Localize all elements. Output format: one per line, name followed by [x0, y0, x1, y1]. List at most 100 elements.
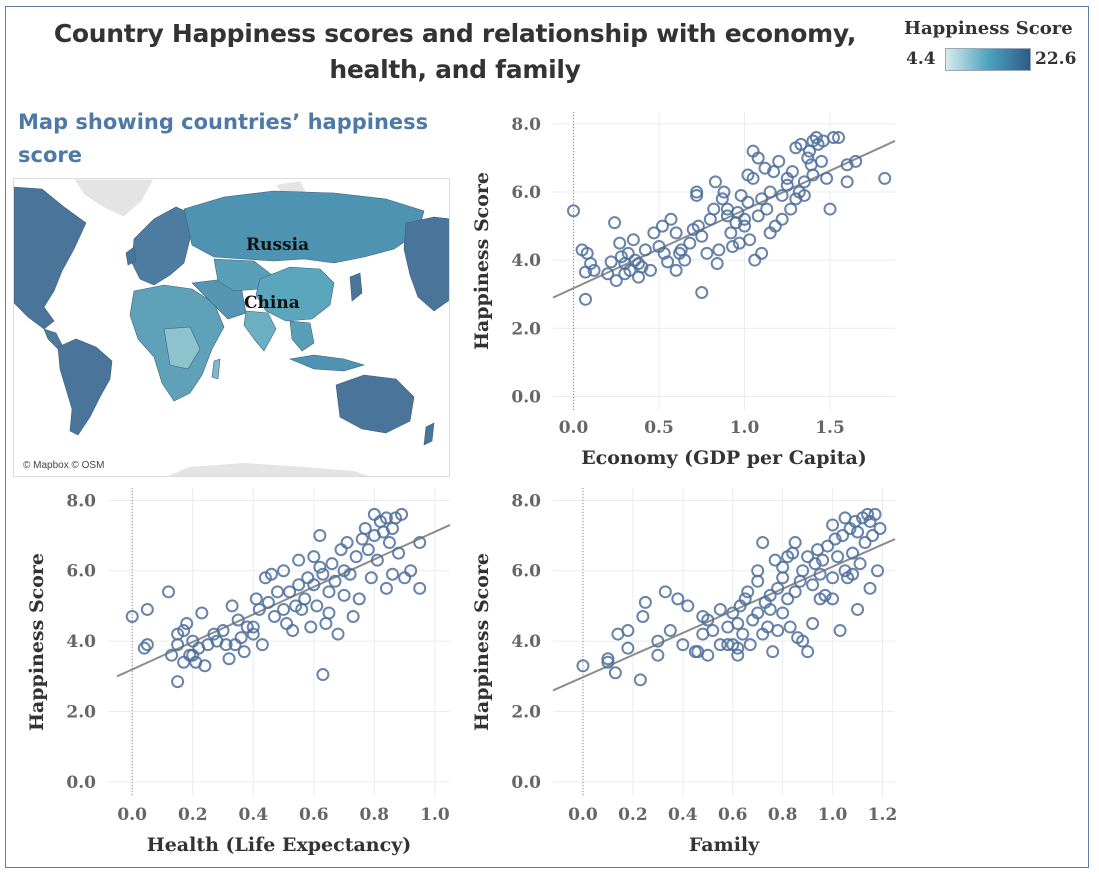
data-point[interactable] [636, 609, 650, 623]
data-point[interactable] [771, 624, 785, 638]
data-point[interactable] [838, 564, 852, 578]
data-point[interactable] [700, 246, 714, 260]
data-point[interactable] [738, 592, 752, 606]
data-point[interactable] [137, 641, 151, 655]
data-point[interactable] [633, 673, 647, 687]
economy-scatter-chart[interactable]: 0.0 2.0 4.0 6.0 8.0 0.0 0.5 1.0 1.5 Economy (GDP … [458, 92, 898, 477]
north-america-shape[interactable] [14, 186, 87, 330]
data-point[interactable] [683, 236, 697, 250]
data-point[interactable] [567, 204, 581, 218]
data-point[interactable] [322, 585, 336, 599]
data-point[interactable] [651, 648, 665, 662]
data-point[interactable] [814, 154, 828, 168]
china-shape[interactable] [255, 266, 335, 322]
data-point[interactable] [249, 592, 263, 606]
data-point[interactable] [695, 286, 709, 300]
data-point[interactable] [701, 613, 715, 627]
data-point[interactable] [771, 581, 785, 595]
data-point[interactable] [780, 178, 794, 192]
data-point[interactable] [760, 202, 774, 216]
data-point[interactable] [264, 567, 278, 581]
data-point[interactable] [785, 165, 799, 179]
data-point[interactable] [626, 233, 640, 247]
data-point[interactable] [858, 536, 872, 550]
data-point[interactable] [292, 553, 306, 567]
data-point[interactable] [658, 585, 672, 599]
data-point[interactable] [772, 154, 786, 168]
data-point[interactable] [836, 529, 850, 543]
data-point[interactable] [587, 263, 601, 277]
data-point[interactable] [334, 543, 348, 557]
russia-shape[interactable] [183, 190, 425, 264]
data-point[interactable] [310, 599, 324, 613]
data-point[interactable] [313, 529, 327, 543]
data-point[interactable] [313, 560, 327, 574]
data-point[interactable] [307, 550, 321, 564]
data-point[interactable] [821, 539, 835, 553]
data-point[interactable] [746, 171, 760, 185]
data-point[interactable] [710, 257, 724, 271]
data-point[interactable] [638, 243, 652, 257]
data-point[interactable] [413, 581, 427, 595]
data-point[interactable] [801, 151, 815, 165]
data-point[interactable] [717, 185, 731, 199]
data-point[interactable] [731, 641, 745, 655]
data-point[interactable] [316, 668, 330, 682]
data-point[interactable] [601, 267, 615, 281]
data-point[interactable] [831, 550, 845, 564]
data-point[interactable] [743, 638, 757, 652]
data-point[interactable] [358, 521, 372, 535]
data-point[interactable] [404, 564, 418, 578]
data-point[interactable] [621, 624, 635, 638]
data-point[interactable] [816, 553, 830, 567]
data-point[interactable] [751, 606, 765, 620]
data-point[interactable] [756, 536, 770, 550]
data-point[interactable] [140, 638, 154, 652]
data-point[interactable] [246, 620, 260, 634]
india-shape[interactable] [243, 310, 277, 352]
data-point[interactable] [823, 202, 837, 216]
data-point[interactable] [382, 536, 396, 550]
data-point[interactable] [776, 606, 790, 620]
data-point[interactable] [325, 557, 339, 571]
data-point[interactable] [794, 137, 808, 151]
data-point[interactable] [726, 240, 740, 254]
data-point[interactable] [826, 592, 840, 606]
data-point[interactable] [319, 617, 333, 631]
data-point[interactable] [871, 564, 885, 578]
data-point[interactable] [724, 226, 738, 240]
data-point[interactable] [767, 165, 781, 179]
map-credit[interactable]: © Mapbox © OSM [23, 460, 105, 471]
data-point[interactable] [608, 216, 622, 230]
data-point[interactable] [343, 567, 357, 581]
data-point[interactable] [364, 571, 378, 585]
data-point[interactable] [267, 609, 281, 623]
data-point[interactable] [669, 263, 683, 277]
data-point[interactable] [621, 246, 635, 260]
data-point[interactable] [763, 588, 777, 602]
data-point[interactable] [349, 550, 363, 564]
data-point[interactable] [255, 638, 269, 652]
madagascar-shape[interactable] [211, 358, 221, 380]
data-point[interactable] [621, 641, 635, 655]
data-point[interactable] [322, 606, 336, 620]
data-point[interactable] [234, 631, 248, 645]
data-point[interactable] [783, 620, 797, 634]
data-point[interactable] [165, 648, 179, 662]
data-point[interactable] [808, 557, 822, 571]
data-point[interactable] [655, 219, 669, 233]
data-point[interactable] [283, 585, 297, 599]
data-point[interactable] [775, 212, 789, 226]
data-point[interactable] [706, 624, 720, 638]
data-point[interactable] [713, 638, 727, 652]
data-point[interactable] [751, 209, 765, 223]
data-point[interactable] [608, 666, 622, 680]
data-point[interactable] [738, 219, 752, 233]
data-point[interactable] [781, 592, 795, 606]
data-point[interactable] [370, 553, 384, 567]
data-point[interactable] [664, 212, 678, 226]
data-point[interactable] [741, 195, 755, 209]
data-point[interactable] [734, 188, 748, 202]
north-america-east-shape[interactable] [403, 216, 450, 312]
data-point[interactable] [801, 645, 815, 659]
